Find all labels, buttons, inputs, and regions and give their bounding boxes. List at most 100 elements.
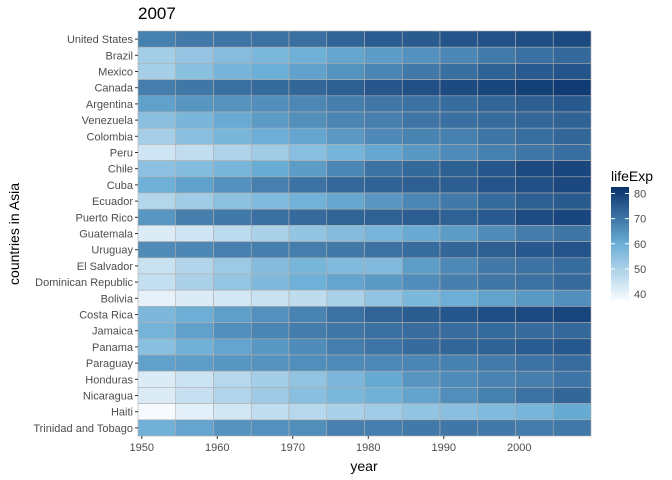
heatmap-cell: [250, 144, 290, 161]
heatmap-cell: [364, 160, 403, 178]
heatmap-cell: [137, 387, 177, 404]
heatmap-cell: [250, 46, 290, 64]
heatmap-cell: [439, 241, 479, 259]
heatmap-cell: [439, 208, 479, 226]
heatmap-cell: [326, 419, 365, 437]
heatmap-cell: [137, 403, 177, 421]
heatmap-cell: [401, 63, 441, 80]
heatmap-cell: [175, 338, 214, 356]
heatmap-cell: [439, 370, 479, 388]
heatmap-cell: [213, 338, 252, 356]
heatmap-cell: [175, 370, 214, 388]
heatmap-cell: [364, 289, 403, 307]
heatmap-cell: [401, 176, 441, 194]
heatmap-cell: [175, 273, 214, 291]
heatmap-cell: [213, 176, 252, 194]
heatmap-cell: [439, 387, 479, 404]
heatmap-cell: [439, 306, 479, 323]
heatmap-cell: [288, 257, 328, 275]
heatmap-cell: [137, 46, 177, 64]
heatmap-cell: [250, 192, 290, 210]
heatmap-cell: [477, 46, 516, 64]
x-tick-label: 1970: [281, 442, 305, 454]
heatmap-cell: [326, 387, 365, 404]
heatmap-cell: [326, 354, 365, 372]
heatmap-cell: [401, 95, 441, 113]
heatmap-cell: [439, 95, 479, 113]
y-tick-label: Chile: [108, 164, 133, 176]
heatmap-cell: [364, 208, 403, 226]
heatmap-cell: [175, 63, 214, 80]
heatmap-cell: [439, 144, 479, 161]
x-tick-label: 2000: [507, 442, 531, 454]
y-tick-label: Cuba: [107, 180, 134, 192]
heatmap-cell: [477, 192, 516, 210]
heatmap-cell: [552, 30, 592, 48]
x-tick-label: 1980: [356, 442, 380, 454]
heatmap-cell: [515, 306, 554, 323]
heatmap-cell: [137, 192, 177, 210]
heatmap-cell: [288, 306, 328, 323]
heatmap-cell: [175, 192, 214, 210]
heatmap-cell: [401, 273, 441, 291]
heatmap-cell: [364, 176, 403, 194]
heatmap-cell: [477, 127, 516, 145]
heatmap-cell: [439, 403, 479, 421]
x-tick-label: 1990: [432, 442, 456, 454]
heatmap-cell: [364, 370, 403, 388]
heatmap-cell: [213, 144, 252, 161]
heatmap-cell: [288, 95, 328, 113]
heatmap-cell: [213, 46, 252, 64]
heatmap-cell: [250, 225, 290, 242]
heatmap-cell: [250, 111, 290, 129]
heatmap-cell: [477, 79, 516, 97]
heatmap-cell: [364, 241, 403, 259]
heatmap-cell: [137, 63, 177, 80]
heatmap-cell: [364, 111, 403, 129]
heatmap-cell: [250, 322, 290, 340]
heatmap-cell: [515, 46, 554, 64]
legend: lifeExp 40 50 60 70 80: [611, 168, 653, 301]
heatmap-cell: [213, 241, 252, 259]
y-tick-label: Ecuador: [92, 196, 133, 208]
x-axis: 1950 1960 1970 1980 1990 2000: [130, 436, 532, 454]
heatmap-cell: [326, 289, 365, 307]
heatmap-cell: [326, 127, 365, 145]
heatmap-cell: [364, 387, 403, 404]
heatmap-cell: [552, 257, 592, 275]
heatmap-cell: [326, 403, 365, 421]
heatmap-cell: [364, 306, 403, 323]
heatmap-cell: [250, 370, 290, 388]
heatmap-cell: [552, 79, 592, 97]
heatmap-cell: [213, 322, 252, 340]
heatmap-cell: [137, 419, 177, 437]
heatmap-cell: [175, 111, 214, 129]
heatmap-cell: [552, 46, 592, 64]
heatmap-cell: [213, 403, 252, 421]
heatmap-cell: [326, 176, 365, 194]
y-tick-label: El Salvador: [77, 261, 134, 273]
heatmap-cell: [364, 79, 403, 97]
legend-tick-label: 70: [634, 214, 646, 226]
heatmap-cell: [477, 111, 516, 129]
heatmap-cell: [137, 370, 177, 388]
heatmap-cell: [515, 322, 554, 340]
heatmap-cell: [552, 127, 592, 145]
heatmap-cell: [552, 387, 592, 404]
heatmap-cell: [213, 419, 252, 437]
heatmap-cell: [326, 306, 365, 323]
heatmap-cell: [326, 257, 365, 275]
heatmap-cell: [137, 322, 177, 340]
heatmap-cell: [213, 79, 252, 97]
heatmap-cell: [250, 127, 290, 145]
heatmap-cell: [175, 225, 214, 242]
heatmap-cell: [175, 387, 214, 404]
heatmap-cell: [326, 192, 365, 210]
heatmap-cell: [401, 322, 441, 340]
heatmap-cell: [326, 30, 365, 48]
heatmap-cell: [364, 127, 403, 145]
heatmap-cell: [364, 354, 403, 372]
heatmap-cell: [213, 192, 252, 210]
heatmap-cell: [326, 241, 365, 259]
